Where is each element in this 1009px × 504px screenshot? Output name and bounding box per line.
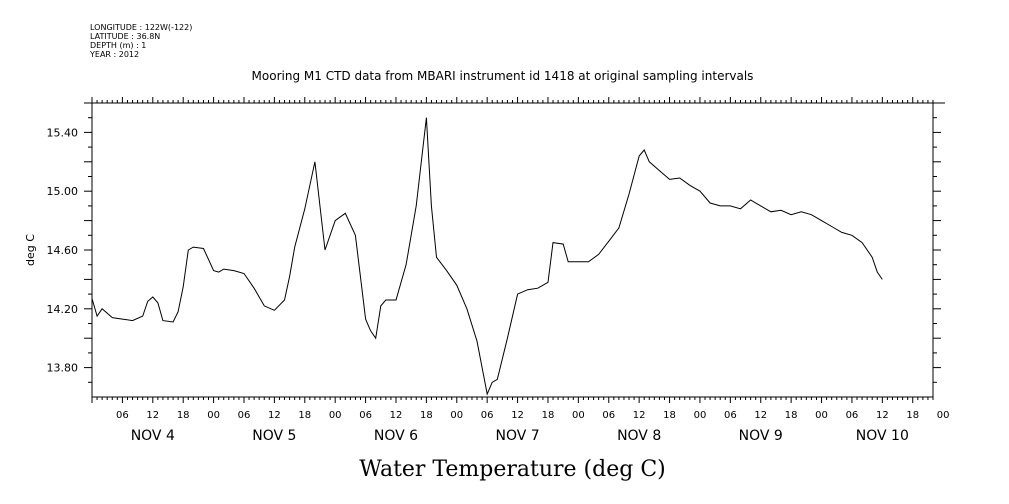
x-hour-label: 06	[724, 410, 737, 421]
y-tick-label: 15.40	[47, 126, 79, 139]
x-day-label: NOV 4	[131, 428, 175, 444]
x-hour-label: 12	[511, 410, 524, 421]
metadata-line: LATITUDE : 36.8N	[90, 32, 160, 41]
x-hour-label: 12	[633, 410, 646, 421]
plot-frame	[91, 102, 945, 398]
x-hour-label: 00	[572, 410, 585, 421]
x-hour-label: 00	[694, 410, 707, 421]
x-hour-label: 18	[177, 410, 190, 421]
x-hour-label: 06	[481, 410, 494, 421]
x-hour-label: 00	[937, 410, 950, 421]
y-tick-label: 15.00	[47, 185, 79, 198]
x-hour-label: 06	[846, 410, 859, 421]
x-hour-label: 06	[116, 410, 129, 421]
y-tick-label: 14.60	[47, 244, 79, 257]
x-hour-label: 12	[390, 410, 403, 421]
x-day-label: NOV 10	[856, 428, 909, 444]
x-day-label: NOV 9	[739, 428, 783, 444]
x-hour-label: 00	[207, 410, 220, 421]
x-hour-label: 12	[268, 410, 281, 421]
x-hour-label: 06	[238, 410, 251, 421]
x-axis: 06 12 18 00 06 12 18 00 06 12 18 00 06 12 18 00 06 12 18 00…	[91, 97, 950, 444]
y-tick-label: 14.20	[47, 303, 79, 316]
y-axis-label: deg C	[24, 234, 37, 266]
x-hour-label: 18	[663, 410, 676, 421]
y-tick-label: 13.80	[47, 362, 79, 375]
plot-border	[91, 102, 934, 398]
metadata-block: LONGITUDE : 122W(-122)LATITUDE : 36.8NDE…	[89, 23, 192, 59]
x-hour-label: 00	[329, 410, 342, 421]
x-hour-label: 06	[602, 410, 615, 421]
x-day-label: NOV 6	[374, 428, 418, 444]
chart-title: Mooring M1 CTD data from MBARI instrumen…	[252, 69, 754, 83]
x-axis-label: Water Temperature (deg C)	[359, 457, 666, 482]
x-hour-label: 18	[298, 410, 311, 421]
x-day-label: NOV 8	[617, 428, 661, 444]
x-hour-label: 18	[542, 410, 555, 421]
metadata-line: YEAR : 2012	[89, 50, 139, 59]
x-hour-label: 18	[906, 410, 919, 421]
x-hour-label: 18	[785, 410, 798, 421]
metadata-line: LONGITUDE : 122W(-122)	[90, 23, 192, 32]
series-line	[91, 117, 883, 396]
x-hour-label: 12	[146, 410, 159, 421]
x-day-label: NOV 7	[495, 428, 539, 444]
x-hour-label: 00	[815, 410, 828, 421]
x-hour-label: 00	[450, 410, 463, 421]
x-hour-label: 12	[876, 410, 889, 421]
x-hour-label: 06	[359, 410, 372, 421]
x-hour-label: 12	[754, 410, 767, 421]
x-day-label: NOV 5	[252, 428, 296, 444]
y-axis: 13.80 14.20 14.60 15.00 15.40	[47, 102, 941, 383]
metadata-line: DEPTH (m) : 1	[90, 41, 146, 50]
x-hour-label: 18	[420, 410, 433, 421]
